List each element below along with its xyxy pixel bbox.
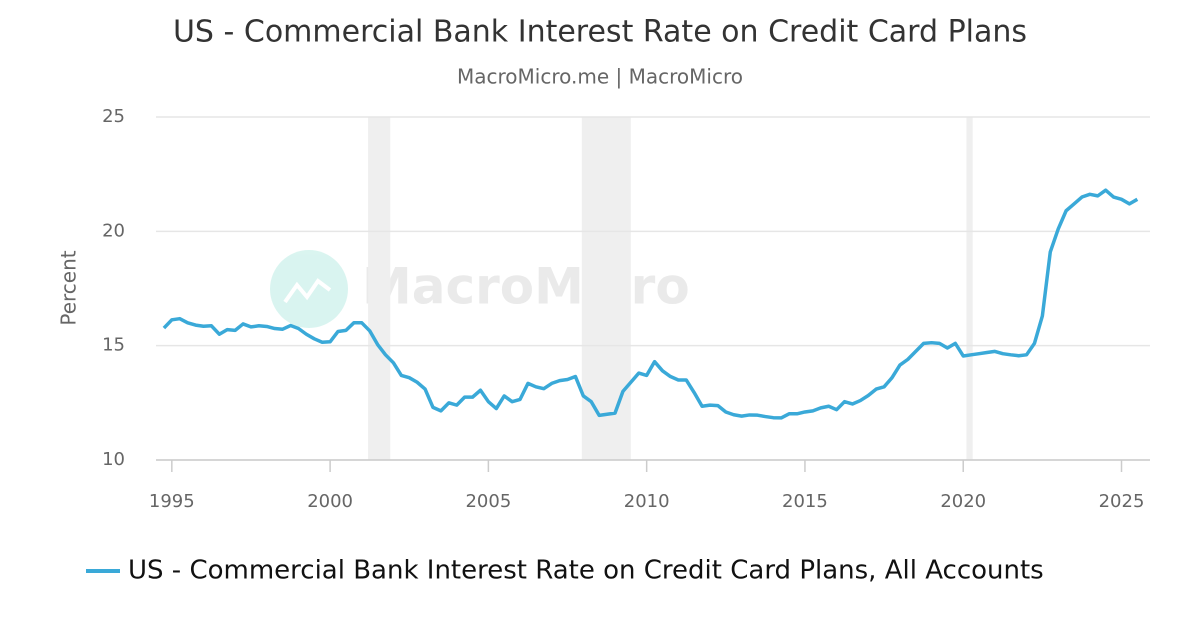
x-tick-label: 1995 [149,491,195,512]
x-tick-label: 2025 [1099,491,1145,512]
legend-label: US - Commercial Bank Interest Rate on Cr… [128,556,1044,586]
y-tick-label: 15 [102,335,125,356]
y-tick-label: 20 [102,220,125,241]
watermark: MacroMicro [270,250,690,328]
shaded-range [368,117,391,460]
x-tick-label: 2015 [782,491,828,512]
y-axis-label: Percent [57,250,81,325]
chart-subtitle: MacroMicro.me | MacroMicro [457,65,743,89]
shaded-range [581,117,631,460]
chart-title: US - Commercial Bank Interest Rate on Cr… [173,15,1027,50]
watermark-logo [270,250,348,328]
x-tick-label: 2000 [307,491,353,512]
shaded-range [966,117,973,460]
y-tick-label: 10 [102,449,125,470]
y-tick-label: 25 [102,106,125,127]
watermark-icon [283,278,332,304]
x-tick-label: 2005 [465,491,511,512]
line-series [162,188,1139,420]
x-tick-label: 2010 [624,491,670,512]
watermark-text: MacroMicro [362,258,690,316]
x-tick-label: 2020 [940,491,986,512]
